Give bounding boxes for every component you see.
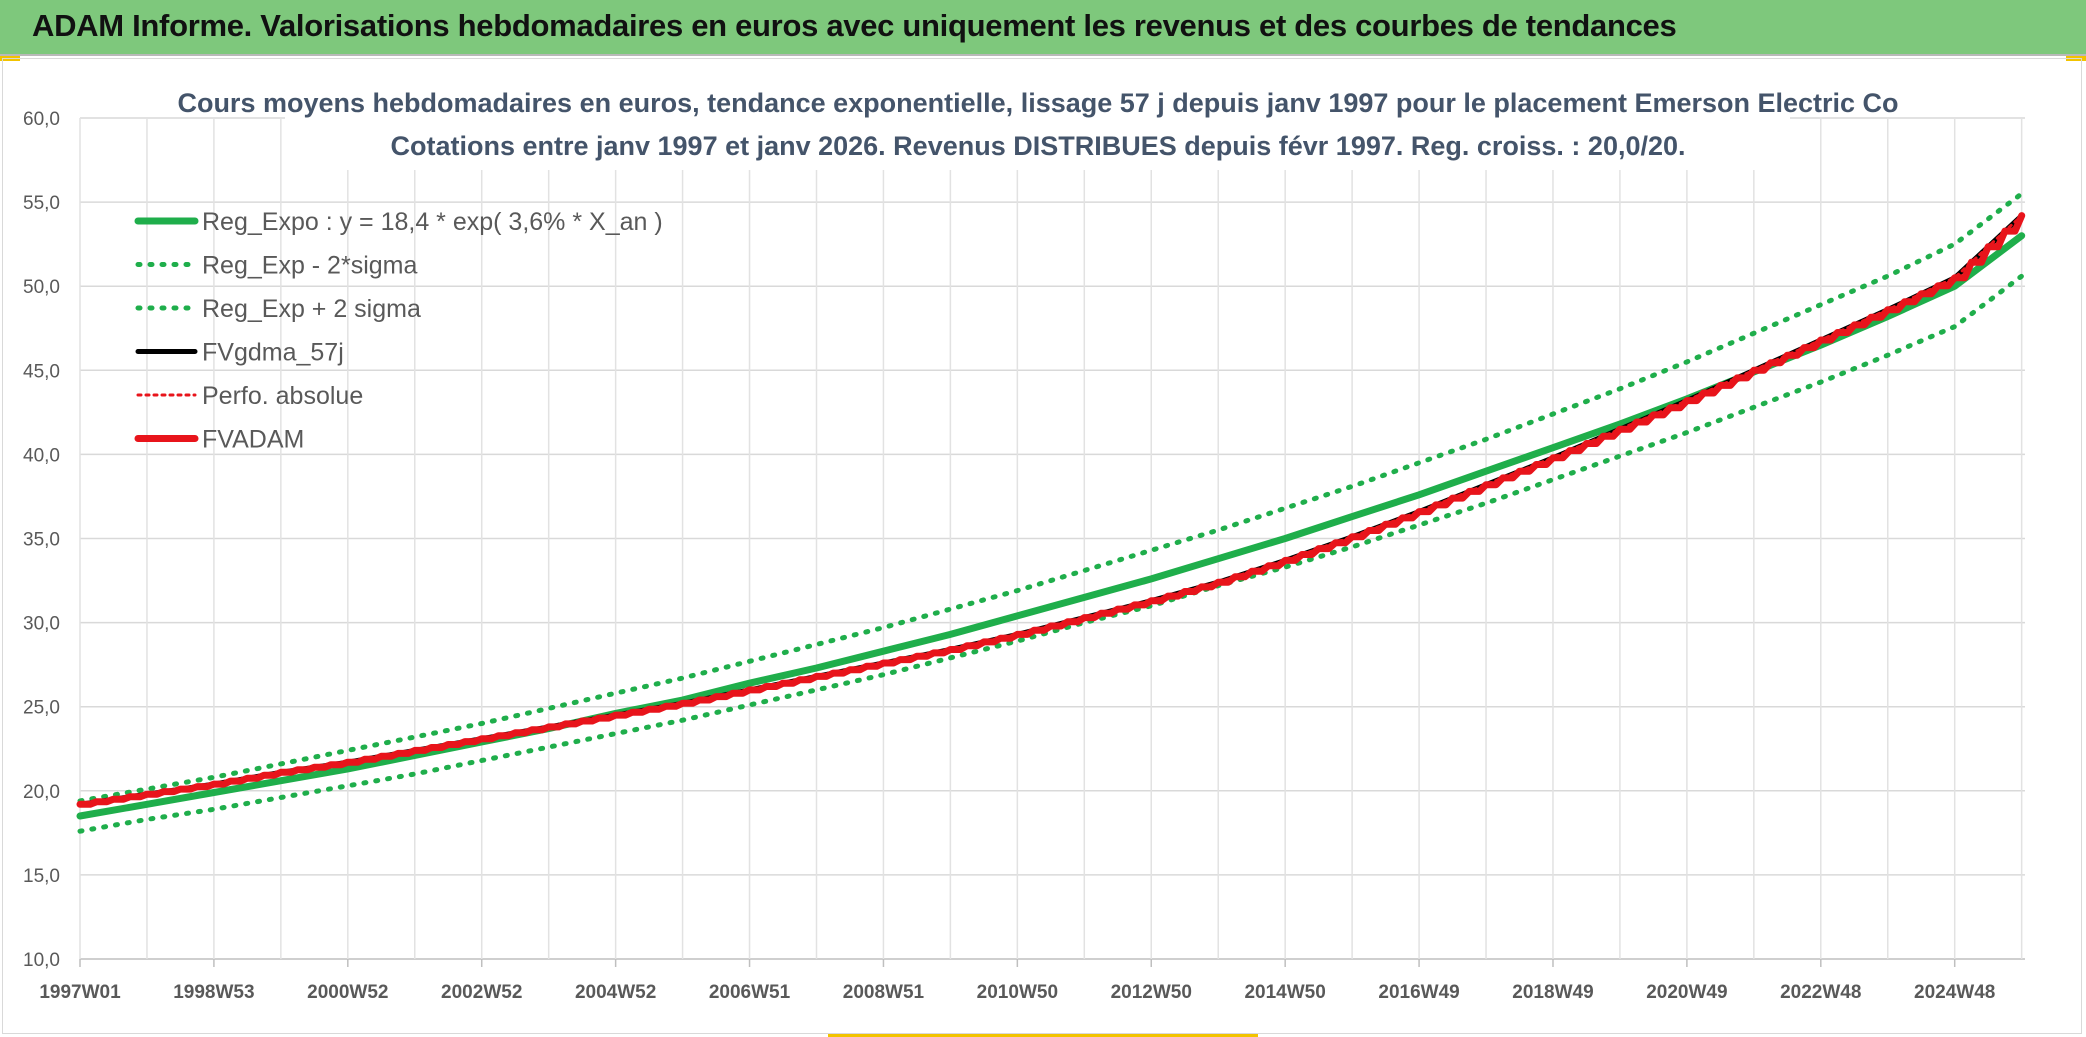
x-tick-label: 2006W51 (709, 982, 791, 1003)
title-backdrop (285, 80, 1790, 170)
report-banner: ADAM Informe. Valorisations hebdomadaire… (0, 0, 2086, 56)
y-tick-label: 35,0 (23, 530, 60, 551)
legend-label: Reg_Expo : y = 18,4 * exp( 3,6% * X_an ) (202, 208, 663, 236)
x-tick-label: 2018W49 (1512, 982, 1593, 1003)
legend-label: FVgdma_57j (202, 339, 344, 367)
y-tick-label: 40,0 (23, 445, 60, 466)
banner-title: ADAM Informe. Valorisations hebdomadaire… (32, 8, 1677, 43)
legend: Reg_Expo : y = 18,4 * exp( 3,6% * X_an )… (134, 208, 663, 454)
series-layer (76, 191, 2026, 834)
chart-area[interactable] (2, 58, 2082, 1034)
y-tick-label: 25,0 (23, 698, 60, 719)
x-tick-label: 2024W48 (1914, 982, 1995, 1003)
corner-marker-bottom (828, 1033, 1258, 1037)
x-tick-label: 2002W52 (441, 982, 522, 1003)
x-tick-label: 2012W50 (1111, 982, 1192, 1003)
x-tick-label: 2010W50 (977, 982, 1058, 1003)
x-tick-label: 2014W50 (1244, 982, 1325, 1003)
y-tick-label: 45,0 (23, 361, 60, 382)
y-tick-label: 50,0 (23, 277, 60, 298)
axis-layer: 10,0 15,0 20,0 25,0 30,0 35,0 40,0 45,0 50,0 55,0… (23, 109, 1995, 1003)
x-tick-label: 2008W51 (843, 982, 925, 1003)
y-tick-label: 20,0 (23, 782, 60, 803)
x-tick-label: 1998W53 (173, 982, 254, 1003)
y-tick-label: 15,0 (23, 866, 60, 887)
x-tick-label: 2020W49 (1646, 982, 1727, 1003)
legend-label: Reg_Exp - 2*sigma (202, 252, 417, 280)
chart-subtitle: Cotations entre janv 1997 et janv 2026. … (390, 131, 1685, 161)
legend-label: Perfo. absolue (202, 382, 363, 410)
chart-title: Cours moyens hebdomadaires en euros, ten… (177, 88, 1898, 118)
x-tick-label: 1997W01 (39, 982, 121, 1003)
y-tick-label: 60,0 (23, 109, 60, 130)
legend-label: FVADAM (202, 426, 304, 454)
legend-label: Reg_Exp + 2 sigma (202, 295, 421, 323)
x-tick-label: 2004W52 (575, 982, 656, 1003)
series-line-1 (77, 273, 2025, 834)
series-line-2 (77, 191, 2025, 804)
y-tick-label: 30,0 (23, 614, 60, 635)
x-tick-label: 2022W48 (1780, 982, 1861, 1003)
grid-layer (79, 117, 2025, 960)
x-tick-label: 2016W49 (1378, 982, 1459, 1003)
y-tick-label: 10,0 (23, 950, 60, 971)
x-tick-label: 2000W52 (307, 982, 388, 1003)
y-tick-label: 55,0 (23, 193, 60, 214)
series-line-4 (78, 214, 2024, 806)
